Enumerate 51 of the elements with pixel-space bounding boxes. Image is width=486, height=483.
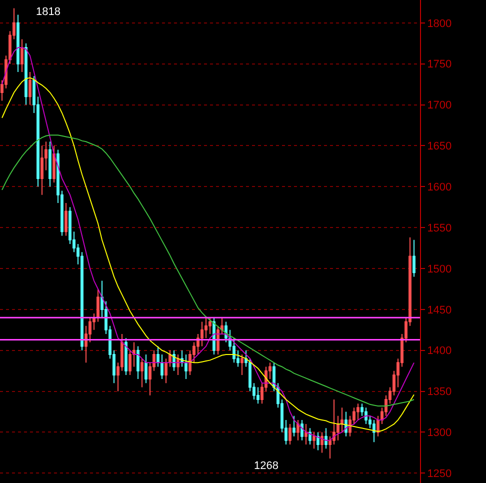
candlestick (364, 407, 368, 425)
candlestick (208, 317, 212, 335)
candlestick (356, 403, 360, 420)
candlestick (184, 354, 188, 380)
y-tick-label: 1700 (427, 100, 452, 112)
candlestick (16, 14, 20, 73)
candlestick (256, 386, 260, 404)
candlestick (320, 432, 324, 454)
candlestick (52, 145, 56, 184)
y-tick-label: 1650 (427, 140, 452, 153)
candlestick (28, 72, 32, 106)
y-tick-label: 1500 (427, 263, 452, 276)
candlestick (136, 346, 140, 380)
candlestick (340, 407, 344, 433)
candlestick (372, 419, 376, 443)
candlestick (20, 38, 24, 73)
y-tick-label: 1300 (427, 427, 452, 440)
candlestick (144, 354, 148, 384)
y-tick-label: 1250 (427, 468, 452, 480)
candlestick (48, 141, 52, 188)
candlestick (168, 350, 172, 368)
candlestick (96, 288, 100, 322)
y-tick-label: 1350 (427, 386, 452, 398)
y-tick-label: 1400 (427, 345, 452, 358)
candlestick (308, 428, 312, 446)
y-tick-label: 1750 (427, 58, 452, 71)
candlestick (316, 432, 320, 451)
candlestick (156, 346, 160, 368)
candlestick (164, 358, 168, 384)
candlestick (124, 338, 128, 376)
candlestick (24, 42, 28, 106)
candlestick (312, 432, 316, 450)
y-tick-label: 1800 (427, 18, 452, 30)
y-tick-label: 1550 (427, 222, 452, 234)
y-tick-label: 1450 (427, 304, 452, 316)
line-series (2, 134, 414, 407)
candlestick (304, 424, 308, 446)
candlestick (64, 202, 68, 236)
candlestick (300, 419, 304, 441)
y-tick-label: 1600 (427, 182, 452, 194)
candlestick (296, 419, 300, 441)
candlestick (40, 145, 44, 196)
candlestick (160, 354, 164, 380)
candlestick (412, 239, 416, 278)
candlestick (292, 415, 296, 437)
candlestick (240, 354, 244, 376)
candlestick (288, 424, 292, 446)
annotation: 1818 (36, 6, 60, 18)
candlestick (324, 428, 328, 450)
candlestick (140, 358, 144, 388)
annotation: 1268 (254, 460, 278, 472)
